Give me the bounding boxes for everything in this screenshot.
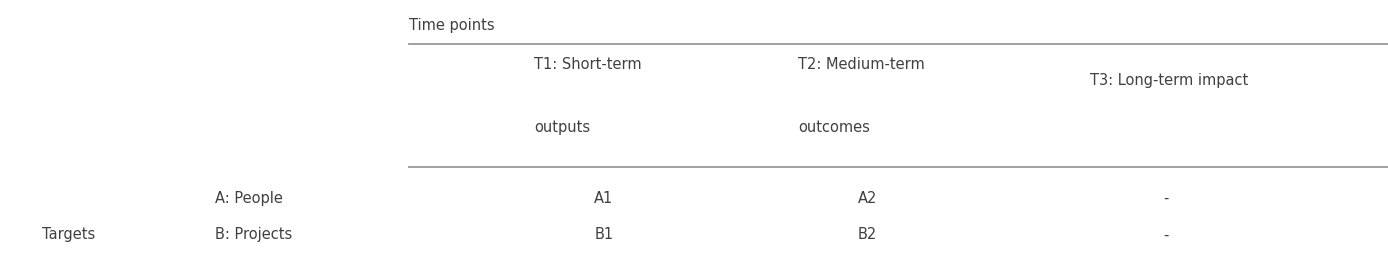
Text: Time points: Time points <box>409 18 496 33</box>
Text: A2: A2 <box>858 191 877 206</box>
Text: T2: Medium-term: T2: Medium-term <box>798 57 924 72</box>
Text: Targets: Targets <box>42 227 94 242</box>
Text: T3: Long-term impact: T3: Long-term impact <box>1090 73 1248 88</box>
Text: -: - <box>1163 191 1169 206</box>
Text: A1: A1 <box>594 191 613 206</box>
Text: B2: B2 <box>858 227 877 242</box>
Text: B: Projects: B: Projects <box>215 227 293 242</box>
Text: T1: Short-term: T1: Short-term <box>534 57 643 72</box>
Text: -: - <box>1163 227 1169 242</box>
Text: outputs: outputs <box>534 120 590 135</box>
Text: B1: B1 <box>594 227 613 242</box>
Text: A: People: A: People <box>215 191 283 206</box>
Text: outcomes: outcomes <box>798 120 870 135</box>
